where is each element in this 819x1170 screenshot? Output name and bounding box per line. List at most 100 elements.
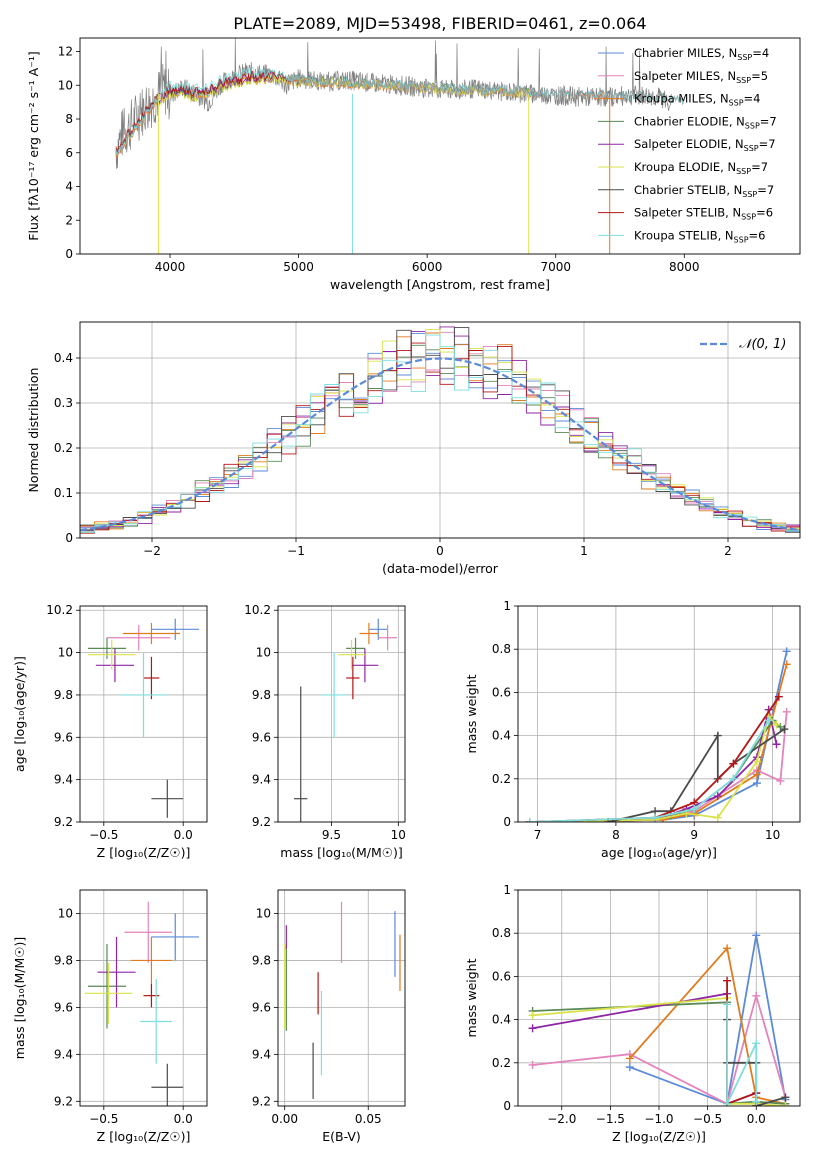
y-tick-label: 9.8 <box>54 953 73 967</box>
axes-frame <box>79 37 801 255</box>
chart-z-weight: −2.0 −1.5 −1.0 −0.5 0.0 0 0.2 0.4 0.6 0.8 1 Z [log₁… <box>464 883 801 1144</box>
errorbar-point-kroupa-stelib <box>140 979 173 1064</box>
y-tick-label: 0.6 <box>492 969 511 983</box>
legend-label-name: Salpeter ELODIE, N <box>634 137 744 151</box>
plus-marker <box>713 792 722 801</box>
plus-marker <box>723 976 732 985</box>
plus-marker <box>625 1063 634 1072</box>
x-axis-label: Z [log₁₀(Z/Z☉)] <box>97 1129 191 1144</box>
errorbar-point-kroupa-elodie <box>338 639 365 670</box>
legend-label-name: Salpeter MILES, N <box>634 69 736 83</box>
legend-label-name: Kroupa STELIB, N <box>634 228 734 242</box>
errorbar-point-kroupa-miles <box>130 936 173 984</box>
legend-label-name: Kroupa MILES, N <box>634 92 729 106</box>
histogram-kroupa-stelib <box>80 334 800 538</box>
y-tick-label: 10 <box>256 646 271 660</box>
axes-frame <box>277 605 406 823</box>
legend-label: Kroupa MILES, NSSP=4 <box>634 92 760 108</box>
plus-marker <box>625 1054 634 1063</box>
y-tick-label: 0.4 <box>54 351 73 365</box>
plus-marker <box>752 757 761 766</box>
plus-marker <box>752 931 761 940</box>
y-tick-label: 9.2 <box>252 815 271 829</box>
y-axis-label: mass [log₁₀(M/M☉)] <box>12 937 27 1059</box>
plus-marker <box>781 1102 790 1106</box>
plus-marker <box>772 740 781 749</box>
errorbar-point-kroupa-stelib <box>320 652 348 738</box>
x-tick-label: −0.5 <box>89 828 118 842</box>
y-tick-label: 9.2 <box>54 815 73 829</box>
y-tick-label: 0.1 <box>54 486 73 500</box>
errorbar-point-chabrier-stelib <box>151 1063 184 1106</box>
errorbar-point-chabrier-elodie <box>346 637 365 659</box>
x-tick-label: 4000 <box>155 260 186 274</box>
legend-label: Kroupa STELIB, NSSP=6 <box>634 228 765 244</box>
plus-marker <box>781 1093 790 1102</box>
y-tick-label: 0 <box>65 247 73 261</box>
legend-label-suffix: =5 <box>751 69 768 83</box>
legend-label-sub: SSP <box>736 76 751 85</box>
x-tick-label: 6000 <box>412 260 443 274</box>
y-tick-label: 10.2 <box>46 603 73 617</box>
x-axis-label: age [log₁₀(age/yr)] <box>601 845 717 860</box>
plus-marker <box>690 805 699 814</box>
plus-marker <box>752 1097 761 1106</box>
legend-label-suffix: =7 <box>757 183 774 197</box>
plot-area <box>80 606 207 822</box>
legend-label: Salpeter STELIB, NSSP=6 <box>634 206 773 222</box>
x-tick-label: 0 <box>436 544 444 558</box>
plus-marker <box>752 779 761 788</box>
x-axis-label: mass [log₁₀(M/M☉)] <box>280 845 402 860</box>
plus-marker <box>752 770 761 779</box>
chart-z-age: −0.5 0.0 9.2 9.4 9.6 9.8 10 10.2 Z [log₁₀(Z/Z☉)]… <box>12 603 208 860</box>
x-axis-label: (data-model)/error <box>382 561 499 576</box>
y-tick-label: 2 <box>65 213 73 227</box>
legend-label: Chabrier ELODIE, NSSP=7 <box>634 114 777 130</box>
x-tick-label: 0.00 <box>271 1112 298 1126</box>
legend-label-suffix: =6 <box>749 228 766 242</box>
plus-marker <box>713 731 722 740</box>
y-tick-label: 9.8 <box>252 688 271 702</box>
x-axis-label: E(B-V) <box>322 1129 361 1144</box>
y-tick-label: 9.2 <box>54 1094 73 1108</box>
plus-marker <box>752 991 761 1000</box>
weight-series-salpeter-miles <box>525 707 791 822</box>
plot-area <box>80 322 800 538</box>
y-tick-label: 9.4 <box>54 1047 73 1061</box>
chart-age-weight: 7 8 9 10 0 0.2 0.4 0.6 0.8 1 age [log₁₀(age/yr)] ma… <box>464 599 801 860</box>
plot-area <box>518 890 800 1106</box>
y-tick-label: 0.2 <box>492 772 511 786</box>
errorbar-point-chabrier-miles <box>368 618 388 640</box>
plus-marker <box>713 813 722 822</box>
x-tick-label: 9 <box>690 828 698 842</box>
y-tick-label: 0 <box>503 1099 511 1113</box>
y-tick-label: 0 <box>503 815 511 829</box>
y-tick-label: 12 <box>58 45 73 59</box>
legend-label: Salpeter ELODIE, NSSP=7 <box>634 137 776 153</box>
plus-marker <box>723 1000 732 1009</box>
errorbar-point-kroupa-miles <box>122 622 181 645</box>
weight-line <box>529 709 778 822</box>
y-tick-label: 0.6 <box>492 685 511 699</box>
plus-marker <box>525 818 534 822</box>
histogram-salpeter-stelib <box>80 342 800 538</box>
y-tick-label: 9.6 <box>54 1000 73 1014</box>
weight-line <box>529 651 788 822</box>
plus-marker <box>651 813 660 822</box>
errorbar-point-salpeter-elodie <box>97 936 136 1008</box>
x-tick-label: 0.0 <box>174 828 193 842</box>
y-tick-label: 4 <box>65 180 73 194</box>
errorbar-point-chabrier-elodie <box>87 944 127 1029</box>
chart-z-mass: −0.5 0.0 9.2 9.4 9.6 9.8 10 Z [log₁₀(Z/Z☉)] mass… <box>12 889 208 1144</box>
y-tick-label: 9.4 <box>54 773 73 787</box>
y-axis-label: Normed distribution <box>26 368 41 493</box>
x-tick-label: 2 <box>724 544 732 558</box>
x-tick-label: −1.5 <box>596 1112 625 1126</box>
legend-label-name: Salpeter STELIB, N <box>634 206 741 220</box>
errorbar-point-salpeter-elodie <box>95 648 134 683</box>
plus-marker <box>729 759 738 768</box>
data-spectrum-line <box>115 38 672 169</box>
y-tick-label: 6 <box>65 146 73 160</box>
model-line-kroupa-stelib <box>115 66 685 156</box>
weight-series-salpeter-elodie <box>528 989 761 1106</box>
